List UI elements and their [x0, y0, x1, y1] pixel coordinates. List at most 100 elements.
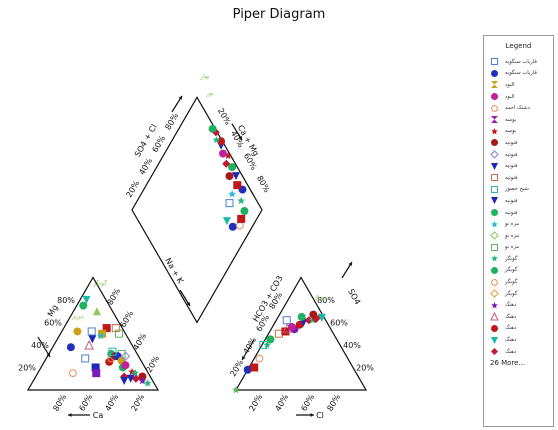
- axis-arrow-mg-head: [46, 353, 50, 357]
- tick-label: 20%: [247, 392, 264, 412]
- legend-item: مزه نو: [484, 242, 553, 254]
- legend-marker-shape: [490, 231, 499, 240]
- data-point: [233, 181, 242, 190]
- legend-item-label: گوبگز: [505, 279, 518, 286]
- legend-marker-shape: [491, 209, 498, 217]
- piper-ticks: 20%20%20%40%40%40%60%60%60%80%80%80%20%2…: [18, 107, 374, 413]
- legend-marker-shape: [491, 301, 498, 309]
- tick-label: 80%: [255, 174, 272, 194]
- legend-item: البود: [484, 79, 553, 91]
- piper-annotations: گوبگز دهنگ تبریز بهار نور: [71, 73, 327, 320]
- axis-arrow-hco3: [241, 339, 255, 361]
- legend-marker: [491, 324, 498, 332]
- data-point: [82, 295, 91, 304]
- legend-marker: [491, 220, 498, 227]
- legend-item-label: فتوتیه: [505, 139, 518, 146]
- legend-marker-shape: [491, 104, 498, 112]
- legend-marker: [491, 197, 498, 205]
- data-point: [243, 365, 252, 374]
- axis-label-nak: Na + K: [163, 256, 185, 285]
- tick-label: 80%: [105, 286, 122, 306]
- data-point: [131, 374, 140, 383]
- legend-item: فتوتیه: [484, 149, 553, 161]
- data-point: [66, 343, 75, 352]
- data-point: [102, 324, 111, 333]
- legend-item-label: گوبگز: [505, 267, 518, 274]
- legend-item: فتوتیه: [484, 160, 553, 172]
- data-point: [115, 329, 123, 338]
- data-point: [98, 329, 107, 338]
- legend-item: البود: [484, 91, 553, 103]
- legend-marker-shape: [491, 255, 498, 262]
- legend-marker-shape: [491, 348, 498, 356]
- legend-marker-shape: [491, 69, 498, 77]
- data-point: [240, 206, 249, 215]
- data-point: [120, 376, 129, 385]
- data-point: [228, 190, 236, 198]
- legend-item-label: بوسه: [505, 128, 517, 135]
- legend-marker-shape: [491, 139, 498, 147]
- data-point: [232, 386, 240, 394]
- tick-label: 60%: [299, 392, 316, 412]
- legend-item-label: مزه نو: [505, 232, 520, 239]
- tick-label: 20%: [216, 107, 233, 127]
- legend-marker: [491, 116, 498, 124]
- data-point: [138, 372, 147, 381]
- legend-marker: [491, 243, 498, 251]
- legend-title: Legend: [505, 42, 532, 50]
- tick-label: 40%: [241, 335, 258, 355]
- piper-points: [66, 124, 326, 394]
- annotation-label: گوبگز: [92, 279, 107, 287]
- legend-marker: [490, 231, 499, 240]
- legend-item: فتوتیه: [484, 137, 553, 149]
- axis-label-cl: Cl: [316, 411, 324, 420]
- axis-label-ca: Ca: [93, 411, 104, 420]
- data-point: [225, 172, 234, 181]
- legend-item-label: بوسه: [505, 116, 517, 123]
- legend-marker-shape: [491, 185, 498, 193]
- data-point: [225, 199, 234, 208]
- data-point: [224, 151, 233, 160]
- legend-more[interactable]: 26 More...: [490, 359, 526, 368]
- legend-marker-shape: [491, 93, 498, 101]
- legend-item-label: مزه نو: [505, 221, 520, 228]
- legend-item-label: فتوتیه: [505, 174, 518, 181]
- data-point: [228, 163, 237, 172]
- legend-marker-shape: [491, 174, 498, 182]
- tick-label: 60%: [77, 392, 94, 412]
- legend-item-label: دهنگ: [505, 302, 517, 309]
- axis-label-so4: SO4: [346, 287, 362, 306]
- legend-marker-shape: [491, 58, 498, 66]
- axis-arrow-mg: [37, 336, 51, 358]
- tick-label: 80%: [51, 392, 68, 412]
- cation-triangle: [26, 276, 160, 391]
- data-point: [295, 320, 304, 329]
- legend-item: دهنگ: [484, 323, 553, 335]
- piper-frames: [26, 96, 368, 391]
- chart-title: Piper Diagram: [232, 7, 326, 22]
- data-point: [317, 313, 326, 322]
- legend-item: فتوتیه: [484, 195, 553, 207]
- legend-item-label: فتوتیه: [505, 163, 518, 170]
- legend-marker: [491, 348, 498, 356]
- legend-marker-shape: [491, 116, 498, 124]
- legend-item: قاریاب سنگویه: [484, 56, 553, 68]
- legend-item: فتوتیه: [484, 172, 553, 184]
- data-point: [92, 369, 101, 378]
- data-point: [250, 363, 259, 372]
- legend-item: دهنگ: [484, 346, 553, 358]
- legend-marker-shape: [490, 150, 499, 159]
- axis-label-mg: Mg: [46, 303, 60, 318]
- legend-item-label: مزه نو: [505, 244, 520, 251]
- legend-item: گوبگز: [484, 288, 553, 300]
- data-point: [131, 369, 140, 377]
- legend-item-label: فتوتیه: [505, 197, 518, 204]
- legend-item-label: گوبگز: [505, 290, 518, 297]
- legend-marker: [491, 255, 498, 262]
- legend-item-label: فتوتیه: [505, 209, 518, 216]
- legend-marker: [491, 139, 498, 147]
- legend-marker: [490, 289, 499, 298]
- data-point: [143, 379, 152, 387]
- legend-marker-shape: [491, 266, 498, 274]
